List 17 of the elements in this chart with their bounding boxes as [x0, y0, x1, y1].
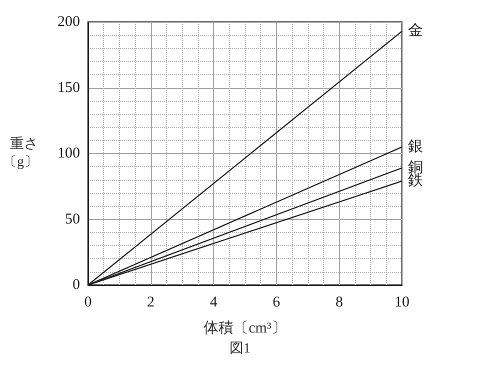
x-tick-label: 8 [335, 294, 343, 310]
y-tick-label: 200 [58, 14, 80, 30]
y-axis-title: 重さ〔g〕 [3, 136, 38, 170]
series-label: 銀 [408, 138, 423, 155]
x-axis-title: 体積〔cm³〕 [204, 320, 286, 336]
series-label: 鉄 [408, 172, 423, 190]
x-tick-label: 10 [394, 294, 410, 310]
series-label: 金 [408, 22, 423, 40]
y-tick-label: 50 [65, 211, 80, 228]
y-tick-label: 100 [58, 146, 80, 162]
caption: 図1 [230, 342, 250, 356]
x-tick-label: 6 [272, 294, 281, 310]
y-tick-label: 150 [58, 80, 80, 96]
x-tick-label: 2 [147, 294, 155, 310]
x-tick-label: 4 [210, 294, 218, 310]
y-tick-label: 0 [72, 277, 80, 293]
x-tick-label: 0 [84, 294, 92, 310]
